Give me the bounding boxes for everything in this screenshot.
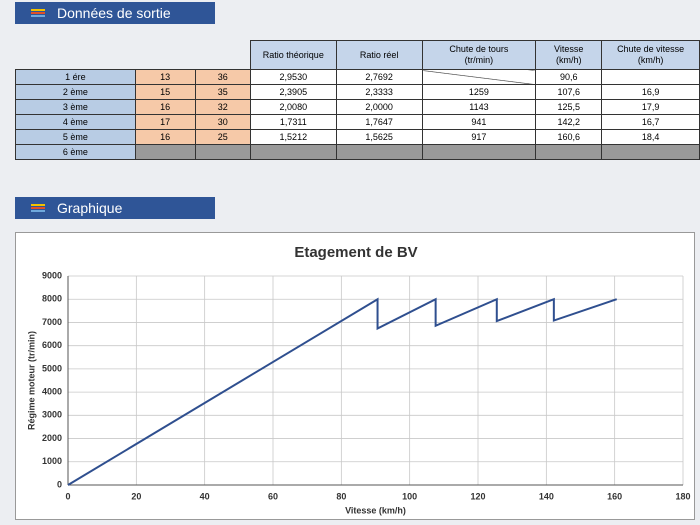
cell: 90,6 (535, 69, 603, 85)
x-axis-label: Vitesse (km/h) (345, 505, 406, 515)
table-row: 3 ème 16 32 2,0080 2,0000 1143 125,5 17,9 (15, 99, 700, 115)
header-cell: Ratio réel (335, 40, 423, 70)
header-cell: Ratio théorique (249, 40, 337, 70)
cell: 2,0000 (335, 99, 423, 115)
table-row: 6 ème (15, 144, 700, 160)
x-tick-label: 40 (200, 491, 210, 501)
x-tick-label: 120 (470, 491, 485, 501)
cell: 1143 (421, 99, 537, 115)
cell (421, 69, 537, 85)
row-label: 2 ème (15, 84, 136, 100)
cell: 941 (421, 114, 537, 130)
x-tick-label: 100 (402, 491, 417, 501)
section-header: Données de sortie (15, 2, 215, 24)
cell: 1,7311 (249, 114, 337, 130)
cell: 2,3333 (335, 84, 423, 100)
x-tick-label: 180 (675, 491, 690, 501)
cell (601, 69, 700, 85)
section-header: Graphique (15, 197, 215, 219)
row-label: 4 ème (15, 114, 136, 130)
blank-cell (195, 41, 250, 70)
cell: 1,7647 (335, 114, 423, 130)
cell (134, 144, 196, 160)
cell: 2,9530 (249, 69, 337, 85)
row-label: 1 ére (15, 69, 136, 85)
section-title: Données de sortie (57, 5, 171, 21)
chart: Etagement de BV 010002000300040005000600… (15, 232, 695, 520)
header-cell: Vitesse (km/h) (535, 40, 603, 70)
section-title: Graphique (57, 200, 123, 216)
cell: 142,2 (535, 114, 603, 130)
header-cell: Chute de tours (tr/min) (421, 40, 537, 70)
cell: 2,0080 (249, 99, 337, 115)
row-label: 5 ème (15, 129, 136, 145)
cell: 107,6 (535, 84, 603, 100)
cell: 36 (194, 69, 251, 85)
header-row: Ratio théorique Ratio réel Chute de tours … (16, 40, 700, 70)
table-row: 5 ème 16 25 1,5212 1,5625 917 160,6 18,4 (15, 129, 700, 145)
cell (421, 144, 537, 160)
cell: 17 (134, 114, 196, 130)
table-row: 4 ème 17 30 1,7311 1,7647 941 142,2 16,7 (15, 114, 700, 130)
chart-title: Etagement de BV (294, 244, 417, 261)
cell: 2,7692 (335, 69, 423, 85)
cell: 15 (134, 84, 196, 100)
cell: 13 (134, 69, 196, 85)
cell: 18,4 (601, 129, 700, 145)
y-tick-label: 4000 (42, 386, 62, 396)
y-tick-label: 5000 (42, 363, 62, 373)
cell: 17,9 (601, 99, 700, 115)
cell: 30 (194, 114, 251, 130)
y-tick-label: 9000 (42, 270, 62, 280)
y-tick-label: 8000 (42, 294, 62, 304)
cell (535, 144, 603, 160)
y-tick-label: 3000 (42, 410, 62, 420)
cell: 1259 (421, 84, 537, 100)
row-label: 3 ème (15, 99, 136, 115)
y-tick-label: 2000 (42, 433, 62, 443)
cell (194, 144, 251, 160)
cell: 1,5625 (335, 129, 423, 145)
x-tick-label: 60 (268, 491, 278, 501)
cell: 160,6 (535, 129, 603, 145)
blank-cell (16, 41, 136, 70)
cell: 1,5212 (249, 129, 337, 145)
cell (601, 144, 700, 160)
data-line (67, 297, 618, 486)
cell: 16 (134, 99, 196, 115)
x-tick-label: 160 (607, 491, 622, 501)
cell (335, 144, 423, 160)
y-axis-label: Régime moteur (tr/min) (26, 331, 36, 430)
cell: 125,5 (535, 99, 603, 115)
y-tick-label: 0 (57, 479, 62, 489)
y-tick-label: 6000 (42, 340, 62, 350)
header-cell: Chute de vitesse (km/h) (601, 40, 700, 70)
table-row: 1 ére 13 36 2,9530 2,7692 90,6 (15, 69, 700, 85)
cell: 32 (194, 99, 251, 115)
table-row: 2 ème 15 35 2,3905 2,3333 1259 107,6 16,9 (15, 84, 700, 100)
x-tick-label: 0 (65, 491, 70, 501)
blank-cell (135, 41, 195, 70)
data-table: Ratio théorique Ratio réel Chute de tours … (15, 40, 700, 160)
y-tick-label: 7000 (42, 317, 62, 327)
x-tick-label: 20 (131, 491, 141, 501)
cell: 16 (134, 129, 196, 145)
cell: 917 (421, 129, 537, 145)
cell: 25 (194, 129, 251, 145)
cell: 16,7 (601, 114, 700, 130)
cell (249, 144, 337, 160)
cell: 16,9 (601, 84, 700, 100)
x-tick-label: 80 (336, 491, 346, 501)
x-tick-label: 140 (539, 491, 554, 501)
cell: 2,3905 (249, 84, 337, 100)
cell: 35 (194, 84, 251, 100)
y-tick-label: 1000 (42, 456, 62, 466)
row-label: 6 ème (15, 144, 136, 160)
